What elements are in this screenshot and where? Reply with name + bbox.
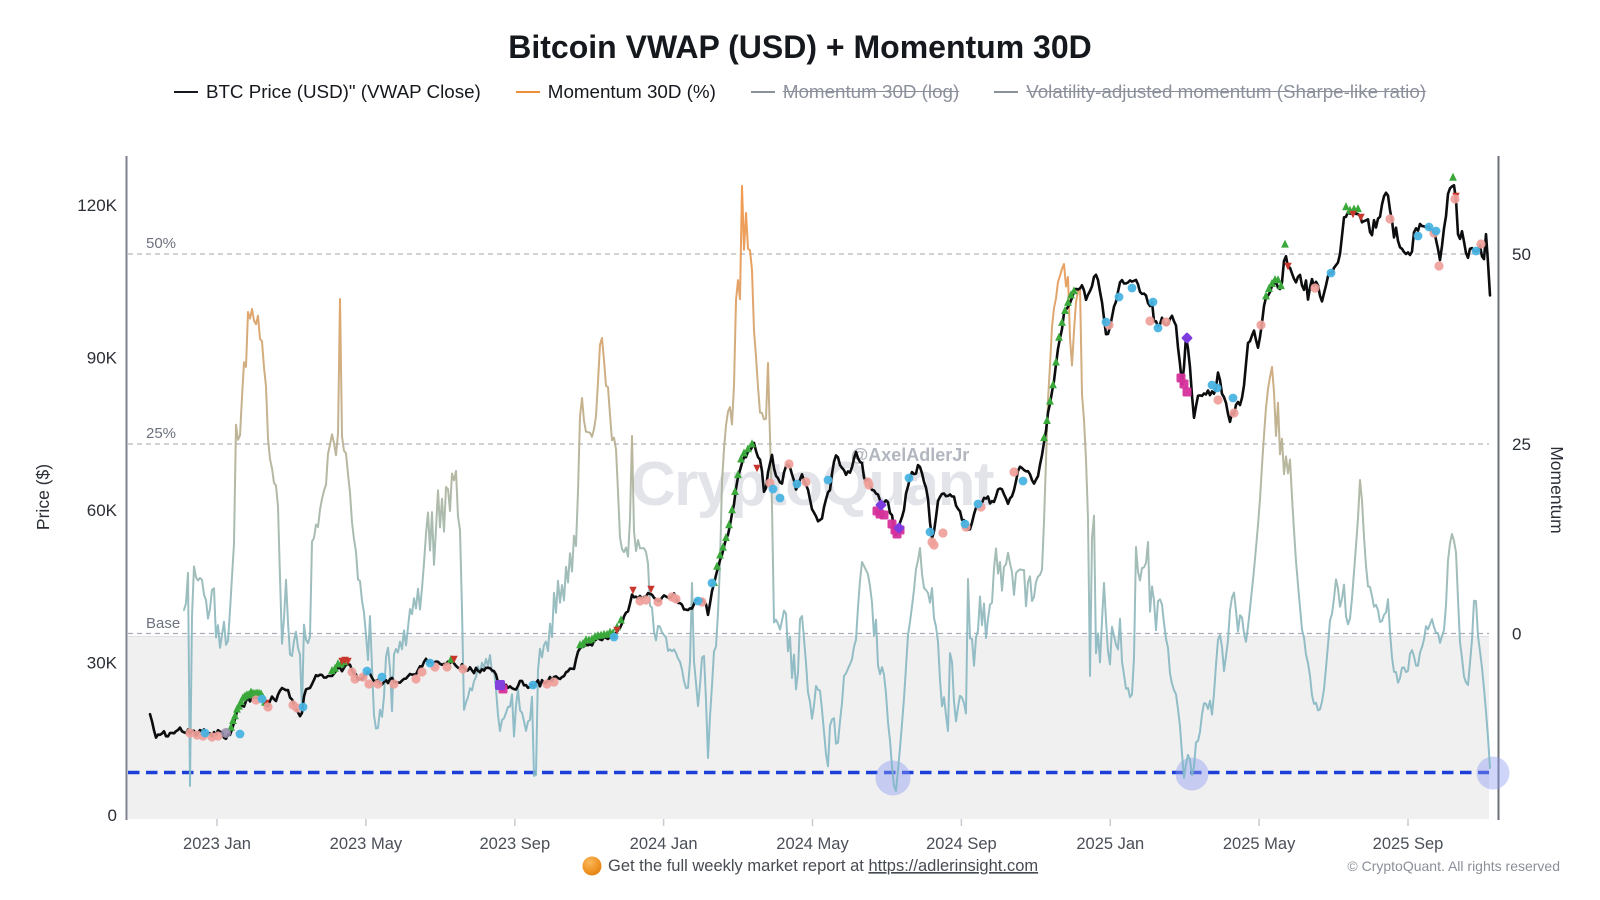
svg-text:60K: 60K: [87, 501, 118, 520]
svg-text:30K: 30K: [87, 654, 118, 673]
svg-text:Base: Base: [146, 615, 180, 632]
svg-text:50: 50: [1512, 245, 1531, 264]
svg-text:2024 Jan: 2024 Jan: [630, 835, 698, 853]
svg-text:Price ($): Price ($): [33, 464, 53, 530]
svg-text:@AxelAdlerJr: @AxelAdlerJr: [851, 445, 970, 465]
svg-text:25%: 25%: [146, 425, 176, 442]
svg-text:25: 25: [1512, 435, 1531, 454]
svg-text:2023 Sep: 2023 Sep: [479, 835, 550, 853]
svg-text:Momentum: Momentum: [1547, 446, 1567, 534]
svg-text:2023 Jan: 2023 Jan: [183, 835, 251, 853]
svg-text:CryptoQuant: CryptoQuant: [631, 450, 994, 519]
svg-text:© CryptoQuant. All rights rese: © CryptoQuant. All rights reserved: [1347, 858, 1560, 874]
svg-text:2025 Sep: 2025 Sep: [1373, 835, 1444, 853]
svg-text:0: 0: [1512, 625, 1521, 644]
svg-text:90K: 90K: [87, 349, 118, 368]
svg-text:50%: 50%: [146, 235, 176, 252]
svg-text:2023 May: 2023 May: [330, 835, 403, 853]
svg-text:2024 Sep: 2024 Sep: [926, 835, 997, 853]
svg-text:2024 May: 2024 May: [776, 835, 849, 853]
svg-text:Get the full weekly market rep: Get the full weekly market report at htt…: [608, 857, 1038, 875]
svg-text:0: 0: [108, 806, 117, 825]
svg-text:2025 May: 2025 May: [1223, 835, 1296, 853]
svg-text:2025 Jan: 2025 Jan: [1076, 835, 1144, 853]
svg-text:120K: 120K: [77, 196, 117, 215]
